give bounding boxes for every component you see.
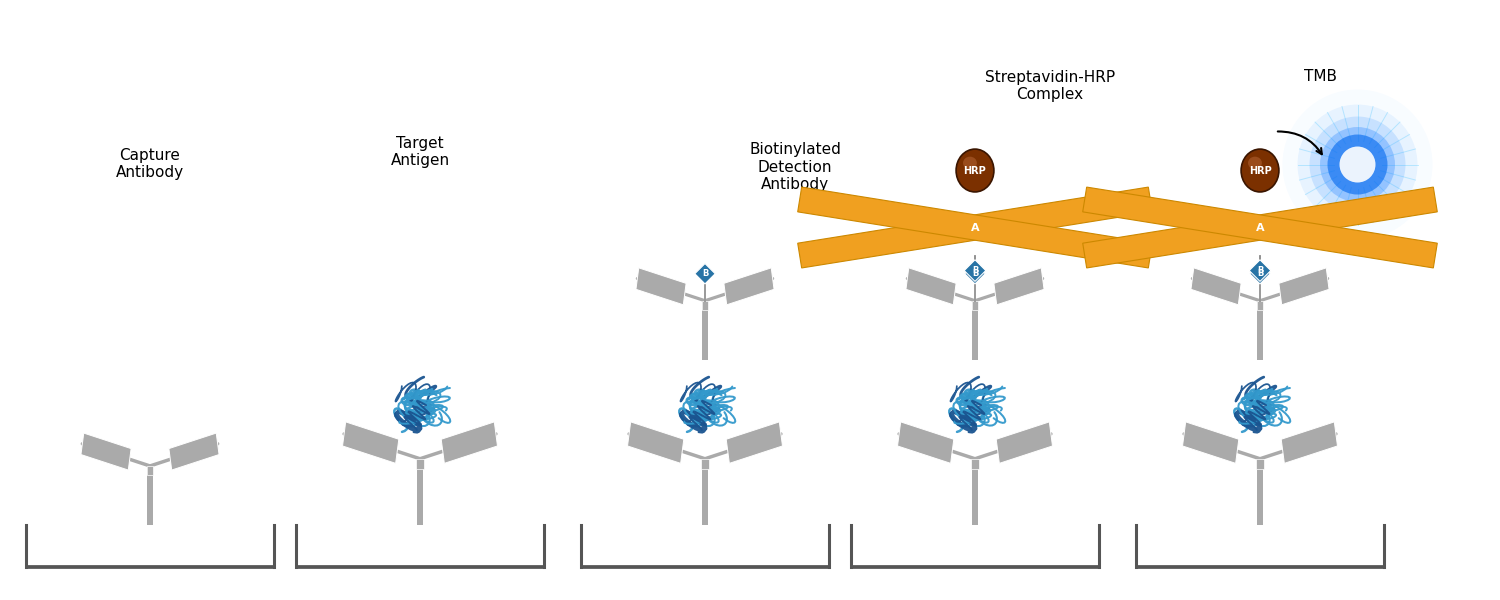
Bar (970, 459, 980, 469)
Text: Capture
Antibody: Capture Antibody (116, 148, 184, 180)
Polygon shape (694, 263, 715, 284)
Text: B: B (702, 269, 708, 278)
Text: TMB: TMB (1304, 69, 1336, 84)
Polygon shape (1250, 260, 1270, 281)
Text: Streptavidin-HRP
Complex: Streptavidin-HRP Complex (986, 70, 1114, 102)
Bar (700, 459, 709, 469)
Polygon shape (627, 422, 684, 463)
Ellipse shape (1248, 157, 1262, 169)
Bar (702, 301, 708, 310)
Polygon shape (1182, 422, 1239, 463)
Bar (1257, 459, 1263, 525)
Polygon shape (1250, 263, 1270, 284)
Ellipse shape (1340, 146, 1376, 182)
Bar (972, 301, 978, 360)
Bar (417, 459, 423, 525)
Polygon shape (964, 260, 986, 281)
Polygon shape (1083, 187, 1437, 268)
Text: B: B (972, 269, 978, 278)
Polygon shape (724, 268, 774, 305)
Text: Target
Antigen: Target Antigen (390, 136, 450, 168)
Polygon shape (81, 433, 130, 470)
Text: B: B (972, 266, 978, 275)
Polygon shape (1083, 187, 1437, 268)
Text: A: A (1256, 223, 1264, 233)
Text: HRP: HRP (1248, 166, 1272, 176)
Text: A: A (970, 223, 980, 233)
Bar (972, 301, 978, 310)
Polygon shape (170, 433, 219, 470)
Ellipse shape (956, 149, 994, 192)
Bar (1256, 459, 1264, 469)
Text: B: B (1257, 269, 1263, 278)
Polygon shape (636, 268, 686, 305)
Polygon shape (906, 268, 956, 305)
Polygon shape (996, 422, 1053, 463)
Polygon shape (441, 422, 498, 463)
Bar (972, 459, 978, 525)
Text: B: B (1257, 266, 1263, 275)
Ellipse shape (1320, 127, 1395, 202)
Ellipse shape (1328, 134, 1388, 194)
Polygon shape (897, 422, 954, 463)
Polygon shape (1281, 422, 1338, 463)
Ellipse shape (1240, 149, 1280, 192)
Polygon shape (798, 187, 1152, 268)
Ellipse shape (1282, 89, 1432, 239)
Bar (702, 459, 708, 525)
Bar (1257, 301, 1263, 310)
Polygon shape (726, 422, 783, 463)
Ellipse shape (1298, 104, 1418, 224)
Bar (147, 466, 153, 475)
Ellipse shape (963, 157, 976, 169)
Polygon shape (994, 268, 1044, 305)
Ellipse shape (1310, 116, 1406, 212)
Polygon shape (798, 187, 1152, 268)
Polygon shape (964, 263, 986, 284)
Polygon shape (1191, 268, 1240, 305)
Text: Biotinylated
Detection
Antibody: Biotinylated Detection Antibody (748, 142, 842, 192)
Polygon shape (342, 422, 399, 463)
Polygon shape (1280, 268, 1329, 305)
Text: HRP: HRP (963, 166, 987, 176)
Bar (702, 301, 708, 360)
Bar (1257, 301, 1263, 360)
Bar (147, 466, 153, 525)
Bar (416, 459, 424, 469)
